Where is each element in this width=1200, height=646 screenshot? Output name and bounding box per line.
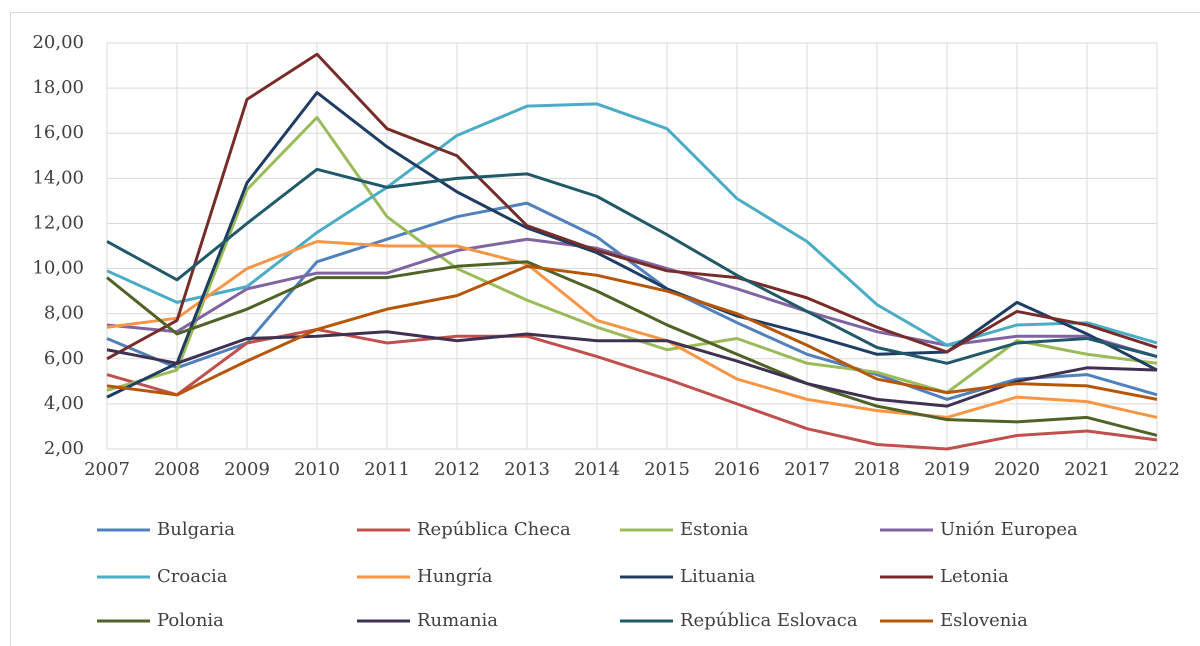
legend-label: Bulgaria bbox=[157, 519, 235, 540]
legend-label: República Eslovaca bbox=[680, 610, 858, 631]
legend-label: Polonia bbox=[157, 610, 224, 631]
y-tick-label: 6,00 bbox=[44, 348, 84, 369]
series-line bbox=[106, 91, 1158, 399]
x-tick-label: 2008 bbox=[154, 459, 200, 480]
legend-label: Hungría bbox=[417, 566, 493, 587]
x-tick-label: 2011 bbox=[364, 459, 410, 480]
legend-label: Lituania bbox=[680, 566, 756, 587]
x-tick-label: 2020 bbox=[994, 459, 1040, 480]
chart-frame bbox=[10, 12, 1200, 646]
legend-label: Rumania bbox=[417, 610, 498, 631]
x-tick-label: 2014 bbox=[574, 459, 620, 480]
series-line bbox=[106, 167, 1158, 365]
series-line bbox=[106, 264, 1158, 401]
x-tick-label: 2021 bbox=[1064, 459, 1110, 480]
x-tick-label: 2022 bbox=[1134, 459, 1180, 480]
series-line bbox=[106, 237, 1158, 358]
x-tick-label: 2018 bbox=[854, 459, 900, 480]
x-tick-label: 2009 bbox=[224, 459, 270, 480]
x-tick-label: 2016 bbox=[714, 459, 760, 480]
y-tick-label: 2,00 bbox=[44, 438, 84, 459]
x-tick-label: 2015 bbox=[644, 459, 690, 480]
x-tick-label: 2019 bbox=[924, 459, 970, 480]
y-tick-label: 20,00 bbox=[32, 32, 84, 53]
x-tick-label: 2010 bbox=[294, 459, 340, 480]
y-tick-label: 18,00 bbox=[32, 77, 84, 98]
x-tick-label: 2012 bbox=[434, 459, 480, 480]
y-tick-label: 14,00 bbox=[32, 167, 84, 188]
legend-label: Eslovenia bbox=[940, 610, 1028, 631]
y-tick-label: 12,00 bbox=[32, 212, 84, 233]
series-line bbox=[106, 260, 1158, 437]
legend-label: Estonia bbox=[680, 519, 749, 540]
series-line bbox=[106, 239, 1158, 419]
y-tick-label: 4,00 bbox=[44, 393, 84, 414]
series-line bbox=[106, 102, 1158, 347]
legend-label: Letonia bbox=[940, 566, 1009, 587]
series-line bbox=[106, 52, 1158, 361]
legend-label: Unión Europea bbox=[940, 519, 1078, 540]
x-tick-label: 2017 bbox=[784, 459, 830, 480]
y-tick-label: 8,00 bbox=[44, 303, 84, 324]
legend-label: República Checa bbox=[417, 519, 571, 540]
y-tick-label: 16,00 bbox=[32, 122, 84, 143]
x-tick-label: 2007 bbox=[84, 459, 130, 480]
x-tick-label: 2013 bbox=[504, 459, 550, 480]
series-line bbox=[106, 115, 1158, 395]
legend-label: Croacia bbox=[157, 566, 228, 587]
y-tick-label: 10,00 bbox=[32, 258, 84, 279]
series-line bbox=[106, 330, 1158, 408]
